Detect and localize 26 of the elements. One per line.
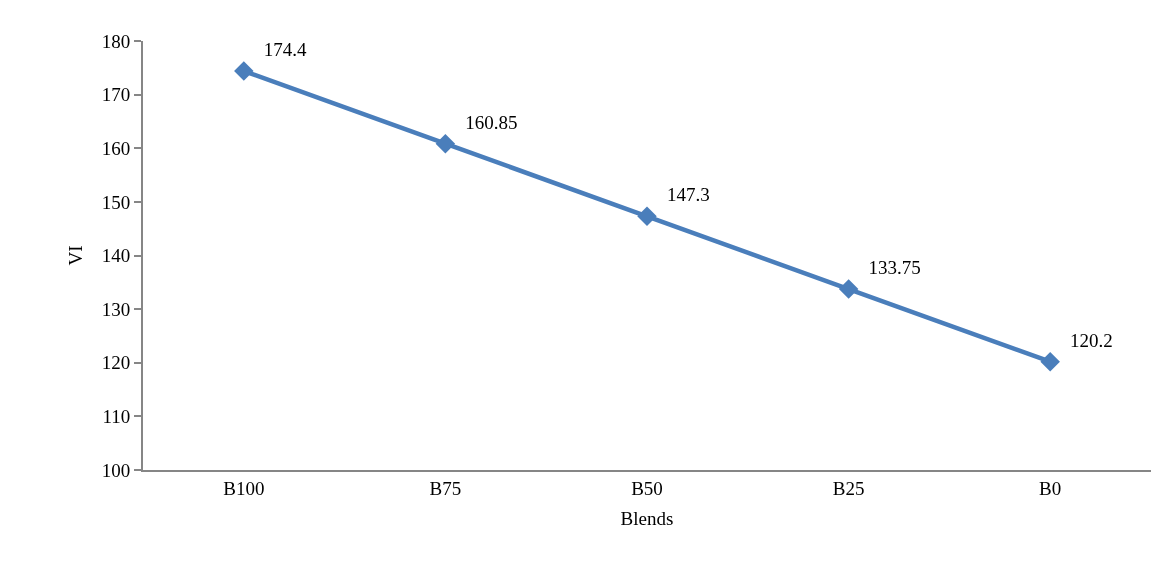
y-tick-label: 120 [101,352,131,374]
y-tick-label: 160 [101,137,131,159]
point [1040,351,1060,372]
x-tick-label: B50 [631,477,663,499]
y-tick-label: 130 [101,298,131,320]
x-axis-title: Blends [620,508,674,530]
data-label: 160.85 [455,111,518,133]
data-label: 174.4 [254,38,307,60]
y-tick-label: 170 [101,84,131,106]
point [838,279,859,299]
x-tick-label: B0 [1039,477,1062,499]
y-tick-label: 150 [101,191,131,213]
point [637,206,657,227]
point [435,133,456,154]
data-label: 133.75 [858,256,921,278]
y-tick-label: 140 [101,245,131,267]
x-tick-label: B75 [429,477,462,499]
data-label: 147.3 [657,184,710,206]
x-tick-label: B100 [223,477,265,499]
point [234,61,254,81]
y-tick-label: 100 [101,459,131,481]
x-tick-label: B25 [832,477,865,499]
data-label: 120.2 [1060,329,1113,351]
y-tick-label: 110 [102,406,131,428]
y-axis-title: VI [65,245,87,266]
y-tick-label: 180 [101,30,131,52]
